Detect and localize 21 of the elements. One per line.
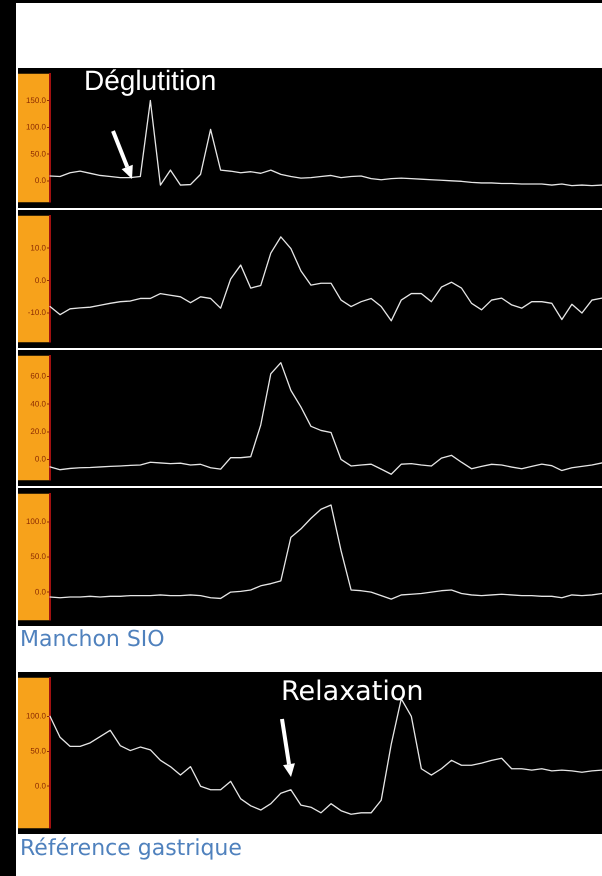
y-tick-label: 100.0 — [26, 711, 47, 720]
y-tick-label: 40.0 — [30, 399, 47, 408]
y-tick-label: 0.0 — [34, 587, 47, 596]
y-tick-label: 0.0 — [34, 176, 47, 186]
y-tick-label: 0.0 — [34, 276, 47, 285]
annotation: Déglutition — [84, 65, 216, 97]
y-tick-label: -10.0 — [28, 308, 47, 318]
y-tick-label: 0.0 — [34, 454, 47, 464]
y-tick-label: 60.0 — [30, 372, 47, 381]
y-tick-label: 20.0 — [30, 427, 47, 436]
y-tick-label: 150.0 — [26, 96, 47, 105]
y-tick-label: 50.0 — [30, 552, 47, 562]
y-tick-label: 100.0 — [26, 517, 47, 526]
text: Référence gastrique — [20, 836, 242, 861]
y-tick-label: 100.0 — [26, 122, 47, 132]
y-tick-label: 50.0 — [30, 746, 47, 756]
y-tick-label: 10.0 — [30, 243, 47, 252]
y-tick-label: 0.0 — [34, 781, 47, 790]
text: Manchon SIO — [20, 627, 165, 652]
annotation: Relaxation — [281, 676, 424, 707]
y-tick-label: 50.0 — [30, 149, 47, 158]
